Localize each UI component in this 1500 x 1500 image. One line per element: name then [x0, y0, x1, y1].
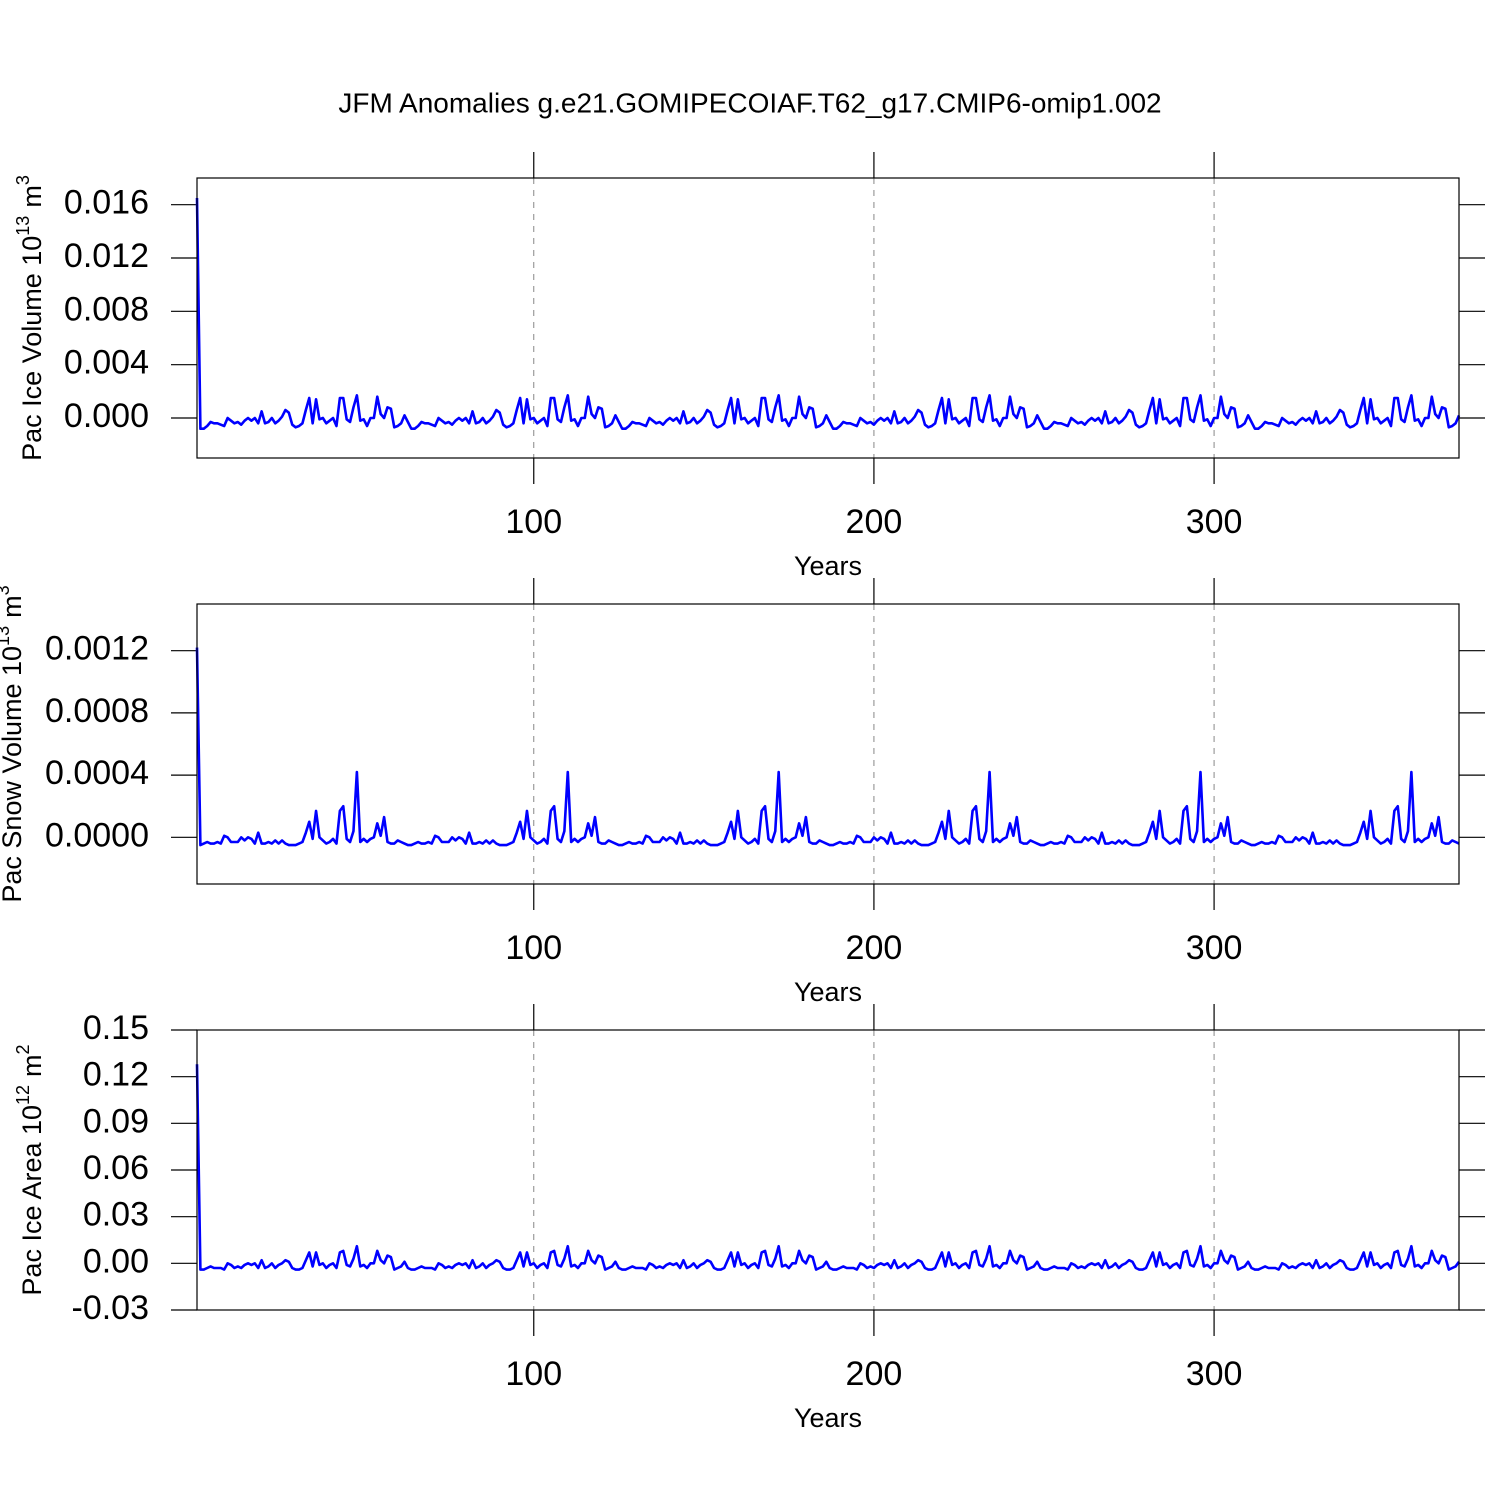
plot-frame [196, 1029, 1460, 1311]
y-tick-label: 0.0012 [45, 630, 149, 668]
y-axis-title-part: 3 [13, 175, 33, 185]
y-tick-label: 0.00 [83, 1242, 149, 1280]
x-axis-title: Years [794, 1403, 862, 1433]
x-tick-label: 300 [1186, 503, 1243, 541]
x-tick-label: 300 [1186, 1355, 1243, 1393]
y-tick-label: 0.0004 [45, 754, 149, 792]
y-tick-label: 0.12 [83, 1056, 149, 1094]
data-line [195, 647, 1460, 847]
x-tick-label: 200 [846, 929, 903, 967]
plot-frame [196, 603, 1460, 885]
y-axis-title-part: Pac Snow Volume 10 [0, 646, 27, 903]
plot-frame [196, 177, 1460, 459]
y-axis-title: Pac Ice Volume 1013 m3 [13, 175, 47, 461]
y-tick-label: 0.008 [64, 290, 149, 328]
y-tick-label: -0.03 [72, 1289, 150, 1327]
y-tick-label: 0.06 [83, 1149, 149, 1187]
y-tick-label: 0.016 [64, 184, 149, 222]
x-axis-title: Years [794, 977, 862, 1007]
y-axis-title-part: Pac Ice Area 10 [17, 1105, 47, 1296]
x-tick-label: 200 [846, 503, 903, 541]
y-tick-label: 0.000 [64, 397, 149, 435]
x-tick-label: 100 [505, 503, 562, 541]
panel: 100 200 300 0.000 0.004 0.008 0.012 0.016 Years P… [13, 152, 1485, 581]
y-axis-title: Pac Ice Area 1012 m2 [13, 1044, 47, 1295]
x-tick-label: 100 [505, 1355, 562, 1393]
y-tick-label: 0.0000 [45, 816, 149, 854]
x-tick-label: 200 [846, 1355, 903, 1393]
y-tick-label: 0.15 [83, 1009, 149, 1047]
y-tick-label: 0.012 [64, 237, 149, 275]
x-axis-title: Years [794, 551, 862, 581]
panel: 100 200 300 0.0000 0.0004 0.0008 0.0012 Years Pa… [0, 578, 1485, 1007]
y-tick-label: 0.004 [64, 344, 149, 382]
panel: 100 200 300 -0.03 0.00 0.03 0.06 0.09 0.12 0.15 Ye… [13, 1004, 1485, 1433]
x-tick-label: 300 [1186, 929, 1243, 967]
y-axis-title-part: m [17, 185, 47, 208]
y-tick-label: 0.03 [83, 1196, 149, 1234]
y-tick-label: 0.09 [83, 1102, 149, 1140]
figure-title: JFM Anomalies g.e21.GOMIPECOIAF.T62_g17.… [338, 87, 1161, 118]
y-axis-title-part: m [0, 595, 27, 618]
data-line [195, 197, 1461, 430]
y-tick-label: 0.0008 [45, 692, 149, 730]
y-axis-title-part: 3 [0, 585, 13, 595]
y-axis-title-part: 13 [13, 216, 33, 236]
data-line [195, 1064, 1461, 1271]
y-axis-title-part: 2 [13, 1044, 33, 1054]
y-axis-title-part: 12 [13, 1085, 33, 1105]
y-axis-title-part: Pac Ice Volume 10 [17, 236, 47, 461]
y-axis-title-part: 13 [0, 626, 13, 646]
y-axis-title-part: m [17, 1054, 47, 1077]
x-tick-label: 100 [505, 929, 562, 967]
y-axis-title: Pac Snow Volume 1013 m3 [0, 585, 27, 902]
